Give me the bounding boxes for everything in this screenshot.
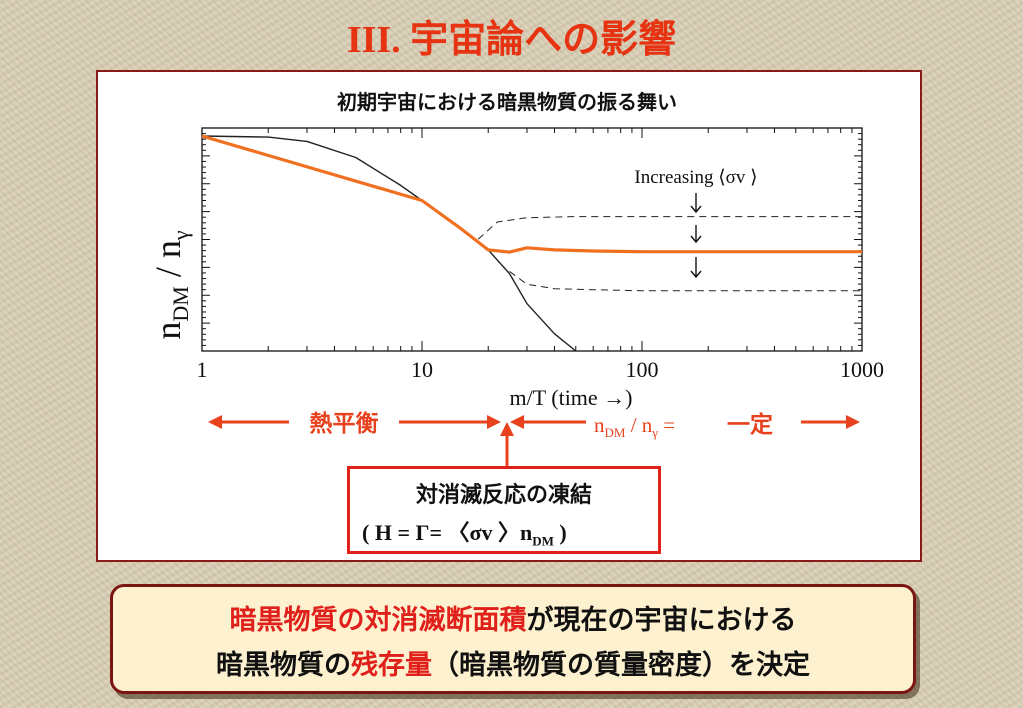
series-relic-upper bbox=[477, 216, 862, 240]
freeze-title: 対消滅反応の凍結 bbox=[415, 483, 592, 508]
freeze-equation: ( H = Γ= 〈σv 〉nDM ) bbox=[362, 520, 567, 549]
increasing-annotation: Increasing ⟨σv ⟩ bbox=[634, 167, 757, 188]
conclusion-text-1: が現在の宇宙における bbox=[526, 605, 797, 636]
series-equilibrium bbox=[201, 135, 577, 352]
x-tick-labels: 1 10 100 1000 bbox=[197, 357, 885, 382]
equilibrium-arrow bbox=[208, 415, 501, 429]
conclusion-text-2a: 暗黒物質の bbox=[216, 650, 351, 681]
series-relic-middle bbox=[201, 134, 862, 254]
conclusion-highlight-2: 残存量 bbox=[351, 650, 432, 681]
x-tick-label: 10 bbox=[411, 357, 433, 382]
x-tick-label: 1 bbox=[197, 357, 208, 382]
axis-ticks bbox=[201, 127, 862, 352]
svg-text:nDM / nγ: nDM / nγ bbox=[148, 230, 193, 339]
chart-curves bbox=[201, 134, 862, 352]
y-axis-label: nDM / nγ bbox=[148, 230, 193, 339]
x-axis-label: m/T (time →) bbox=[509, 385, 632, 410]
conclusion-line-2: 暗黒物質の残存量（暗黒物質の質量密度）を決定 bbox=[113, 643, 913, 682]
constant-formula: nDM / nγ = bbox=[594, 413, 675, 440]
plot-frame bbox=[201, 127, 863, 352]
constant-arrow bbox=[510, 415, 860, 429]
chart-title: 初期宇宙における暗黒物質の振る舞い bbox=[337, 90, 677, 114]
x-tick-label: 1000 bbox=[840, 357, 884, 382]
slide-title: III. 宇宙論への影響 bbox=[346, 19, 677, 61]
conclusion-box: 暗黒物質の対消滅断面積が現在の宇宙における 暗黒物質の残存量（暗黒物質の質量密度… bbox=[110, 584, 916, 694]
freeze-out-box: 対消滅反応の凍結 ( H = Γ= 〈σv 〉nDM ) bbox=[347, 466, 661, 554]
x-tick-label: 100 bbox=[626, 357, 659, 382]
series-relic-lower bbox=[509, 270, 862, 292]
constant-label: 一定 bbox=[727, 411, 773, 438]
freeze-pointer bbox=[500, 422, 514, 466]
conclusion-highlight-1: 暗黒物質の対消滅断面積 bbox=[229, 605, 527, 636]
conclusion-text-2b: （暗黒物質の質量密度）を決定 bbox=[432, 650, 810, 681]
equilibrium-label: 熱平衡 bbox=[310, 410, 379, 437]
conclusion-line-1: 暗黒物質の対消滅断面積が現在の宇宙における bbox=[113, 598, 913, 637]
down-arrows bbox=[690, 193, 702, 279]
chart: 初期宇宙における暗黒物質の振る舞い nDM / nγ 1 10 100 1000 In… bbox=[148, 90, 885, 466]
